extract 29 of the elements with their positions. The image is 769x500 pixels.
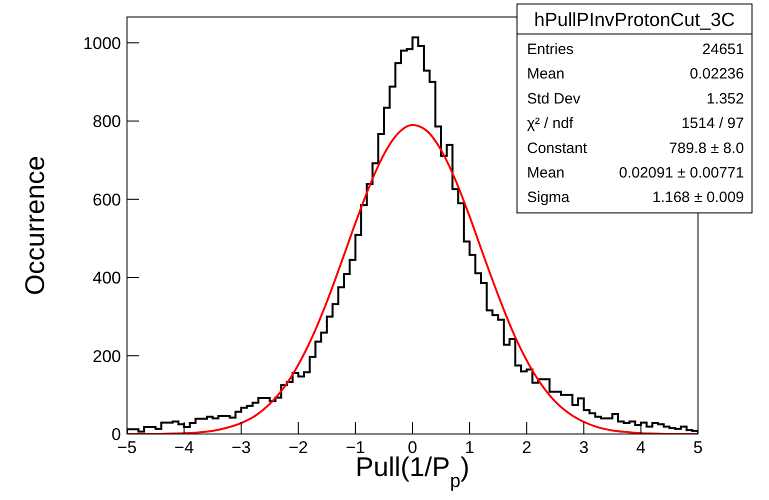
annotation: 1.168 ± 0.009 — [652, 189, 744, 206]
annotation: Std Dev — [527, 90, 581, 108]
text: 24651 — [702, 41, 744, 58]
annotation: Mean — [527, 164, 565, 182]
chart-title: hPullPInvProtonCut_3C — [534, 10, 735, 31]
annotation: 0.02236 — [690, 66, 744, 83]
annotation: χ² / ndf — [527, 115, 574, 132]
y-tick-label: 0 — [112, 425, 121, 444]
annotation: Constant — [527, 140, 588, 157]
x-tick-label: 3 — [579, 438, 589, 457]
y-axis-title: Occurrence — [20, 156, 50, 296]
annotation: 0.02091 ± 0.00771 — [618, 164, 744, 182]
annotation: 789.8 ± 8.0 — [669, 140, 744, 157]
y-tick-label: 400 — [92, 268, 121, 288]
y-tick-label: 800 — [92, 112, 121, 132]
x-tick-label: 5 — [693, 438, 703, 457]
x-tick-label: 4 — [636, 438, 646, 457]
y-tick-label: 600 — [92, 190, 121, 210]
annotation: Sigma — [527, 189, 570, 206]
x-tick-label: 2 — [522, 438, 532, 457]
annotation: Mean — [527, 66, 565, 83]
x-tick-label: −4 — [174, 438, 194, 457]
x-tick-label: −2 — [288, 438, 308, 457]
y-tick-label: 1000 — [83, 34, 121, 53]
annotation: Entries — [527, 41, 574, 58]
y-tick-label: 200 — [92, 346, 121, 366]
text: 1.352 — [706, 90, 744, 108]
x-tick-label: −3 — [232, 438, 251, 457]
annotation: 1514 / 97 — [681, 115, 744, 132]
